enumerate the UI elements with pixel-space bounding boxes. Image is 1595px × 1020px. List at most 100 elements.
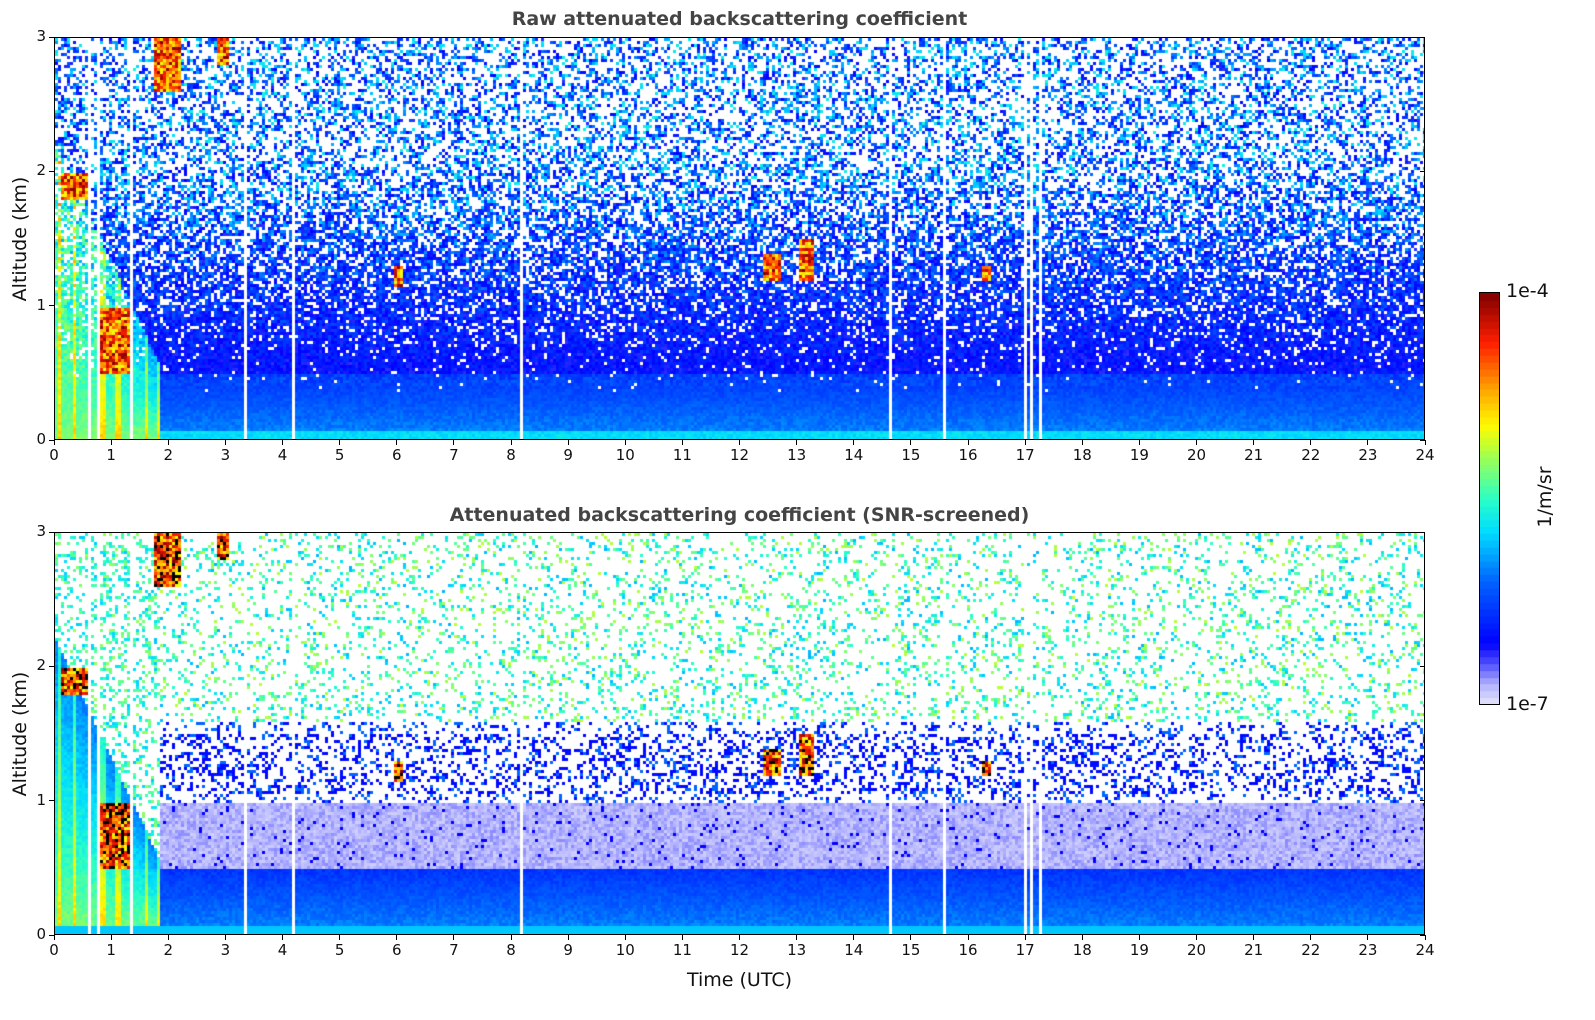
y-tick-label: 1 [36,790,46,809]
x-tick-label: 13 [787,446,807,464]
top-heatmap-axes [54,37,1425,440]
x-tick-mark [1310,935,1312,940]
x-tick-label: 14 [844,941,864,959]
x-tick-mark [624,440,626,445]
x-tick-label: 6 [391,941,402,959]
x-tick-label: 13 [787,941,807,959]
x-tick-mark [167,440,169,445]
x-tick-mark [681,440,683,445]
x-tick-label: 1 [106,941,116,959]
x-tick-mark [910,935,912,940]
x-tick-mark [681,935,683,940]
x-tick-mark [339,935,341,940]
x-tick-mark [1253,440,1255,445]
y-tick-mark-right [1420,800,1425,802]
y-tick-label: 2 [36,161,46,180]
x-tick-label: 4 [277,941,288,959]
x-tick-label: 10 [615,941,635,959]
x-tick-label: 15 [901,941,921,959]
y-tick-label: 3 [36,27,46,45]
x-tick-mark [853,935,855,940]
x-tick-label: 16 [958,446,978,464]
x-tick-mark [967,440,969,445]
x-tick-mark [282,440,283,445]
x-tick-label: 23 [1358,941,1378,959]
x-tick-label: 0 [49,941,59,959]
y-tick-mark [49,170,54,172]
y-tick-label: 1 [36,295,46,314]
y-tick-mark [49,934,54,936]
y-tick-mark [49,665,54,667]
bottom-y-axis-label: Altitude (km) [9,671,31,797]
x-tick-label: 6 [391,446,402,464]
y-tick-mark-right [1420,170,1425,172]
x-tick-mark [167,935,169,940]
x-tick-mark [282,935,283,940]
y-tick-label: 0 [36,430,46,448]
x-tick-mark [1424,440,1426,445]
x-tick-mark [624,935,626,940]
x-tick-mark [1310,440,1312,445]
y-tick-label: 3 [36,522,46,540]
x-tick-label: 9 [563,941,573,959]
x-tick-label: 4 [277,446,288,464]
x-tick-label: 11 [672,446,692,464]
x-tick-label: 24 [1415,941,1435,959]
x-tick-mark [1081,440,1083,445]
x-tick-label: 22 [1301,446,1321,464]
x-tick-label: 8 [506,446,516,464]
colorbar [1479,292,1500,705]
x-tick-mark [1367,440,1369,445]
y-tick-mark-right [1420,665,1425,667]
x-tick-mark [224,440,226,445]
x-tick-mark [396,440,398,445]
x-tick-mark [1196,935,1197,940]
x-tick-mark [796,935,798,940]
colorbar-max-label: 1e-4 [1506,280,1549,302]
x-tick-mark [453,440,455,445]
x-tick-label: 22 [1301,941,1321,959]
x-tick-label: 2 [163,446,174,464]
y-tick-label: 2 [36,656,46,675]
x-tick-mark [453,935,455,940]
x-axis-label: Time (UTC) [686,969,793,991]
x-tick-mark [1424,935,1426,940]
x-tick-label: 15 [901,446,921,464]
x-tick-label: 8 [506,941,516,959]
y-tick-mark [49,305,54,307]
x-tick-mark [796,440,798,445]
top-chart-title: Raw attenuated backscattering coefficien… [511,8,968,30]
x-tick-label: 10 [615,446,635,464]
y-tick-mark-right [1420,36,1425,38]
x-tick-mark [910,440,912,445]
x-tick-label: 1 [106,446,116,464]
x-tick-mark [1367,935,1369,940]
x-tick-mark [739,935,740,940]
top-y-axis-label: Altitude (km) [9,176,31,302]
x-tick-label: 7 [449,941,459,959]
x-tick-label: 12 [729,446,750,464]
x-tick-label: 14 [844,446,864,464]
screened-backscatter-heatmap [55,533,1424,934]
x-tick-mark [510,440,512,445]
x-tick-mark [567,935,569,940]
x-tick-mark [339,440,341,445]
x-tick-mark [567,440,569,445]
x-tick-label: 3 [220,941,231,959]
x-tick-mark [110,440,112,445]
bottom-chart-title: Attenuated backscattering coefficient (S… [449,504,1030,526]
x-tick-mark [1024,935,1026,940]
x-tick-label: 20 [1186,941,1207,959]
x-tick-mark [224,935,226,940]
x-tick-mark [53,935,55,940]
x-tick-label: 11 [672,941,692,959]
x-tick-label: 20 [1186,446,1207,464]
x-tick-label: 7 [449,446,459,464]
bottom-heatmap-axes [54,532,1425,935]
x-tick-label: 18 [1072,941,1092,959]
x-tick-label: 5 [334,941,345,959]
x-tick-label: 21 [1244,446,1264,464]
x-tick-label: 2 [163,941,174,959]
y-tick-mark [49,36,54,38]
x-tick-label: 5 [334,446,345,464]
